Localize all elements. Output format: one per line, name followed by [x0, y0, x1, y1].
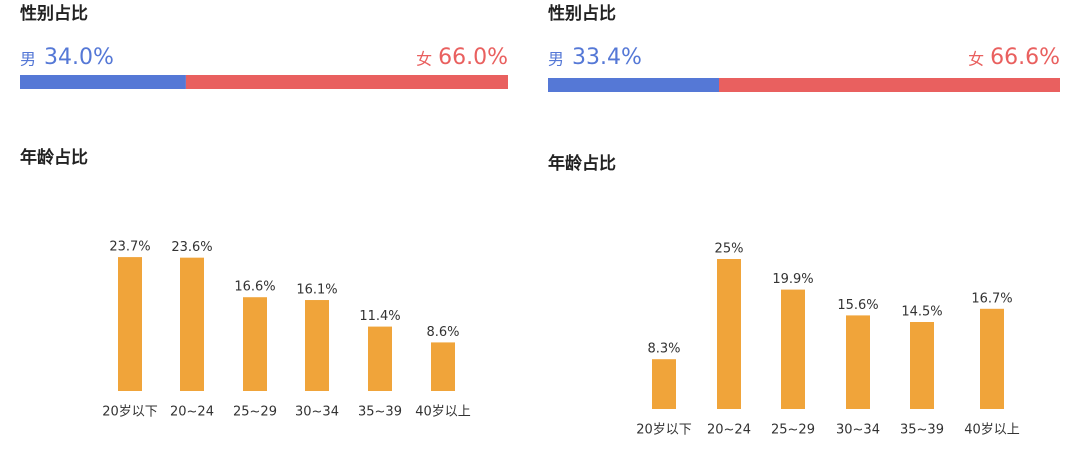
x-tick-label: 30~34 — [295, 405, 339, 420]
bar — [717, 259, 741, 409]
section-title: 性别占比 — [548, 3, 616, 24]
x-tick-label: 25~29 — [233, 405, 277, 420]
value-label: 66.0% — [438, 45, 508, 70]
bar — [846, 315, 870, 409]
legend-label: 女 — [416, 50, 432, 69]
x-tick-label: 25~29 — [771, 423, 815, 438]
share-bar — [185, 75, 509, 89]
data-label: 23.6% — [171, 240, 212, 255]
x-tick-label: 35~39 — [358, 405, 402, 420]
legend-label: 女 — [968, 50, 984, 69]
data-label: 14.5% — [901, 305, 942, 320]
data-label: 16.7% — [971, 291, 1012, 306]
bar — [243, 297, 267, 391]
x-tick-label: 40岁以上 — [964, 423, 1020, 438]
share-bar — [719, 78, 1060, 92]
section-title: 年龄占比 — [20, 147, 88, 168]
bar — [368, 326, 392, 391]
data-label: 8.3% — [647, 342, 680, 357]
x-tick-label: 30~34 — [836, 423, 880, 438]
share-bar — [548, 78, 720, 92]
data-label: 16.1% — [296, 283, 337, 298]
value-label: 66.6% — [990, 45, 1060, 70]
value-label: 34.0% — [44, 45, 114, 70]
bar — [910, 322, 934, 409]
legend-label: 男 — [20, 50, 36, 69]
x-tick-label: 20岁以下 — [102, 405, 158, 420]
x-tick-label: 20~24 — [170, 405, 214, 420]
legend-label: 男 — [548, 50, 564, 69]
data-label: 11.4% — [359, 309, 400, 324]
x-tick-label: 20岁以下 — [636, 423, 692, 438]
x-tick-label: 35~39 — [900, 423, 944, 438]
bar — [431, 342, 455, 391]
data-label: 16.6% — [234, 280, 275, 295]
bar — [980, 308, 1004, 409]
data-label: 25% — [715, 242, 744, 257]
x-tick-label: 40岁以上 — [415, 405, 471, 420]
value-label: 33.4% — [572, 45, 642, 70]
section-title: 年龄占比 — [548, 153, 616, 174]
data-label: 23.7% — [109, 240, 150, 255]
data-label: 8.6% — [426, 325, 459, 340]
data-label: 19.9% — [772, 272, 813, 287]
x-tick-label: 20~24 — [707, 423, 751, 438]
bar — [652, 359, 676, 409]
bar — [305, 300, 329, 391]
bar — [781, 289, 805, 409]
bar — [118, 257, 142, 391]
bar — [180, 257, 204, 391]
section-title: 性别占比 — [20, 3, 88, 24]
share-bar — [20, 75, 186, 89]
data-label: 15.6% — [837, 298, 878, 313]
